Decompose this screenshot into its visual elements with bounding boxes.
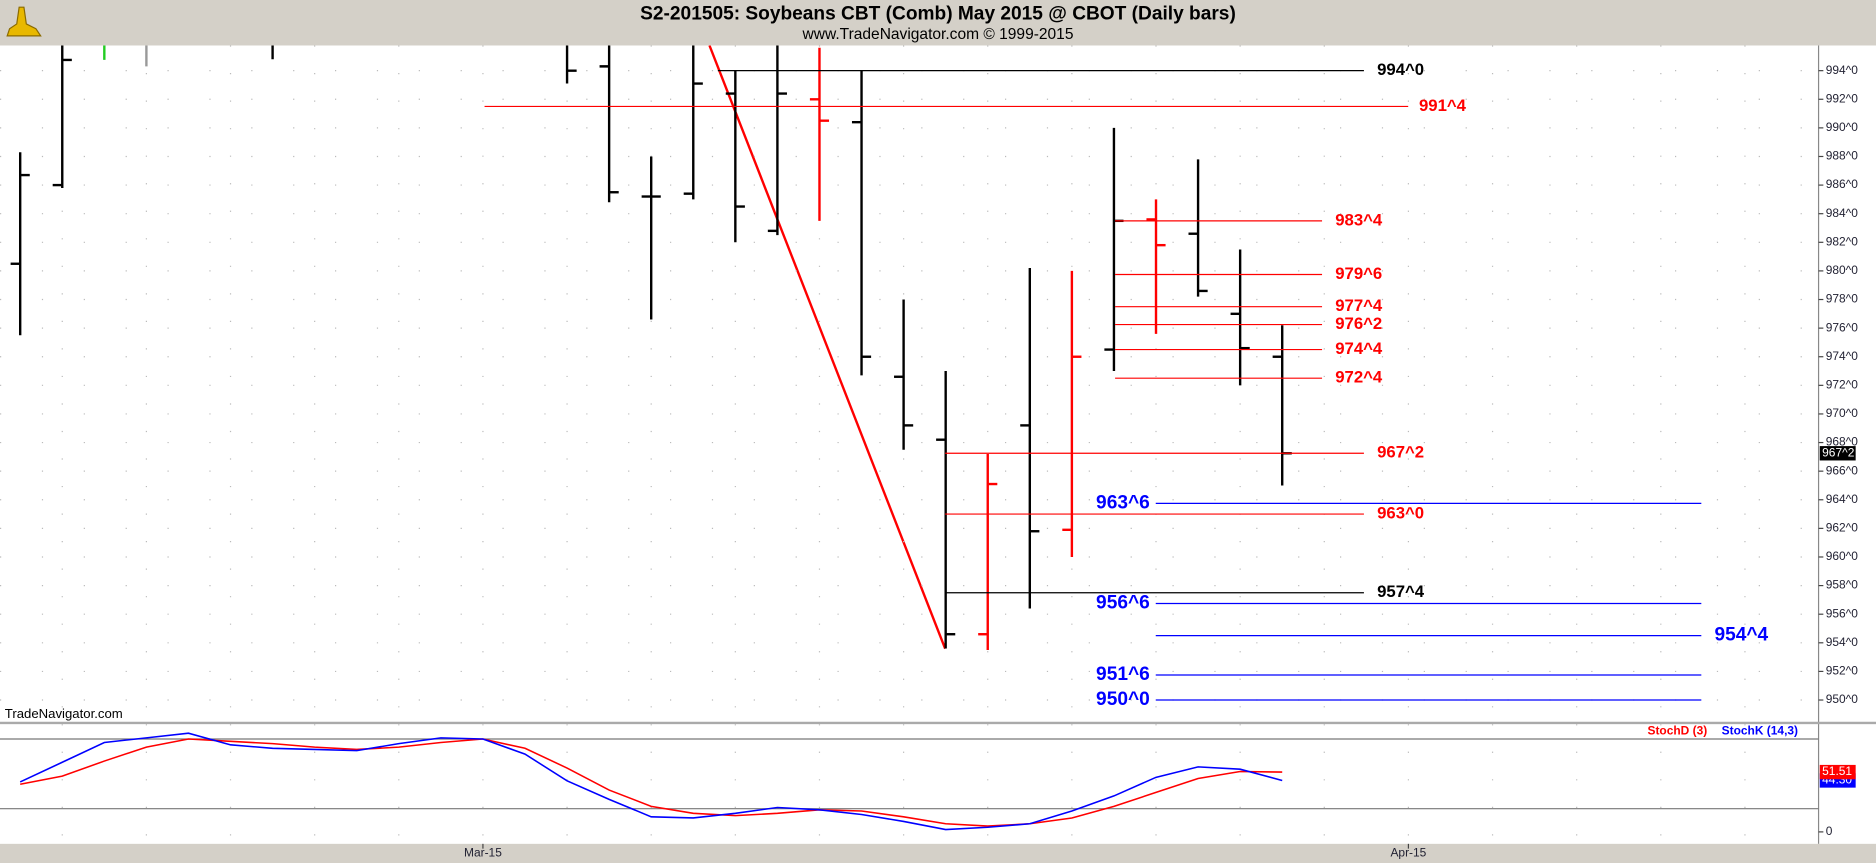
price-plot bbox=[0, 45, 1819, 722]
y-tick-label: 0 bbox=[1826, 824, 1833, 838]
y-tick-label: 972^0 bbox=[1826, 377, 1859, 391]
y-tick-label: 964^0 bbox=[1826, 492, 1859, 506]
price-overlay: 950^0 952^0 954^0 956^0 958^0 960^0 962^0 964^0… bbox=[1096, 60, 1858, 710]
value-tag-label: 51.51 bbox=[1822, 764, 1852, 778]
level-label: 979^6 bbox=[1335, 264, 1382, 283]
y-tick-label: 960^0 bbox=[1826, 549, 1859, 563]
y-tick-label: 988^0 bbox=[1826, 149, 1859, 163]
title: S2-201505: Soybeans CBT (Comb) May 2015 … bbox=[640, 3, 1236, 24]
watermark: TradeNavigator.com bbox=[5, 706, 123, 721]
last-price-tag bbox=[1819, 446, 1856, 461]
price-panel bbox=[0, 45, 1819, 722]
value-tag bbox=[1819, 764, 1856, 780]
level-label: 967^2 bbox=[1377, 443, 1424, 462]
logo bbox=[6, 6, 42, 37]
y-tick-label: 994^0 bbox=[1826, 63, 1859, 77]
level-label: 972^4 bbox=[1335, 368, 1383, 387]
legend-entry: StochK (14,3) bbox=[1722, 723, 1798, 737]
y-tick-label: 984^0 bbox=[1826, 206, 1859, 220]
level-label: 991^4 bbox=[1419, 96, 1467, 115]
y-tick-label: 968^0 bbox=[1826, 435, 1859, 449]
y-tick-label: 990^0 bbox=[1826, 120, 1859, 134]
y-tick-label: 976^0 bbox=[1826, 320, 1859, 334]
stoch-plot bbox=[0, 724, 1819, 844]
y-tick-label: 986^0 bbox=[1826, 177, 1859, 191]
y-tick-label: 954^0 bbox=[1826, 635, 1859, 649]
level-label: 963^6 bbox=[1096, 492, 1150, 513]
x-tick-label: Apr-15 bbox=[1390, 846, 1426, 860]
y-tick-label: 980^0 bbox=[1826, 263, 1859, 277]
stoch-line bbox=[20, 738, 1283, 827]
y-tick-label: 974^0 bbox=[1826, 349, 1859, 363]
level-label: 974^4 bbox=[1335, 339, 1383, 358]
y-tick-label: 982^0 bbox=[1826, 234, 1859, 248]
y-tick-label: 956^0 bbox=[1826, 606, 1859, 620]
level-label: 951^6 bbox=[1096, 664, 1150, 685]
trendline bbox=[708, 45, 947, 650]
y-tick-label: 992^0 bbox=[1826, 91, 1859, 105]
y-tick-label: 966^0 bbox=[1826, 463, 1859, 477]
y-tick-label: 978^0 bbox=[1826, 292, 1859, 306]
x-axis-bar bbox=[0, 843, 1876, 863]
level-label: 956^6 bbox=[1096, 593, 1150, 614]
x-tick-label: Mar-15 bbox=[464, 846, 502, 860]
level-label: 977^4 bbox=[1335, 296, 1383, 315]
panel-separator bbox=[0, 721, 1876, 725]
subtitle: www.TradeNavigator.com © 1999-2015 bbox=[802, 26, 1074, 43]
stoch-line bbox=[19, 732, 1283, 831]
legend-entry: StochD (3) bbox=[1647, 723, 1707, 737]
level-label: 950^0 bbox=[1096, 689, 1150, 710]
last-price-label: 967^2 bbox=[1822, 445, 1855, 459]
level-label: 976^2 bbox=[1335, 314, 1382, 333]
y-tick-label: 952^0 bbox=[1826, 664, 1859, 678]
header-bar bbox=[0, 0, 1876, 46]
level-label: 994^0 bbox=[1377, 60, 1424, 79]
level-label: 963^0 bbox=[1377, 503, 1424, 522]
level-label: 954^4 bbox=[1714, 625, 1768, 646]
level-label: 957^4 bbox=[1377, 582, 1425, 601]
y-tick-label: 958^0 bbox=[1826, 578, 1859, 592]
y-tick-label: 950^0 bbox=[1826, 692, 1859, 706]
y-tick-label: 962^0 bbox=[1826, 521, 1859, 535]
y-tick-label: 970^0 bbox=[1826, 406, 1859, 420]
level-label: 983^4 bbox=[1335, 210, 1383, 229]
